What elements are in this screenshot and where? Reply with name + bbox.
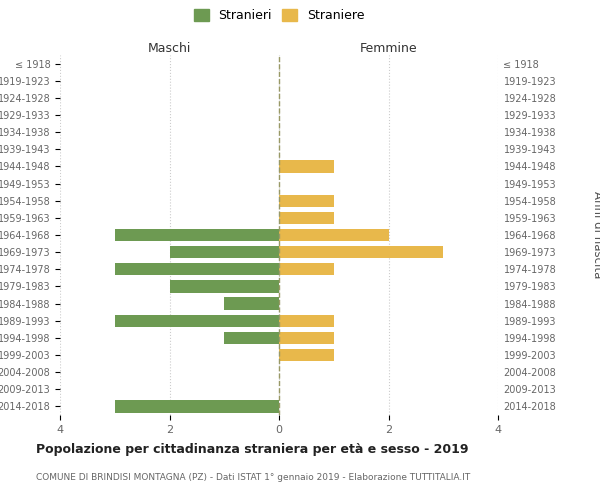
Text: Popolazione per cittadinanza straniera per età e sesso - 2019: Popolazione per cittadinanza straniera p… [36, 442, 469, 456]
Text: Femmine: Femmine [359, 42, 418, 55]
Bar [279, 314, 334, 327]
Bar [279, 160, 334, 172]
Bar [279, 229, 389, 241]
Bar [115, 400, 279, 412]
Bar [279, 263, 334, 276]
Bar [115, 229, 279, 241]
Bar [115, 314, 279, 327]
Text: Maschi: Maschi [148, 42, 191, 55]
Bar [170, 280, 279, 292]
Bar [224, 298, 279, 310]
Bar [279, 246, 443, 258]
Text: Anni di nascita: Anni di nascita [590, 192, 600, 278]
Text: COMUNE DI BRINDISI MONTAGNA (PZ) - Dati ISTAT 1° gennaio 2019 - Elaborazione TUT: COMUNE DI BRINDISI MONTAGNA (PZ) - Dati … [36, 472, 470, 482]
Bar [279, 194, 334, 207]
Bar [279, 212, 334, 224]
Bar [279, 349, 334, 361]
Bar [279, 332, 334, 344]
Bar [170, 246, 279, 258]
Bar [224, 332, 279, 344]
Legend: Stranieri, Straniere: Stranieri, Straniere [190, 6, 368, 26]
Bar [115, 263, 279, 276]
